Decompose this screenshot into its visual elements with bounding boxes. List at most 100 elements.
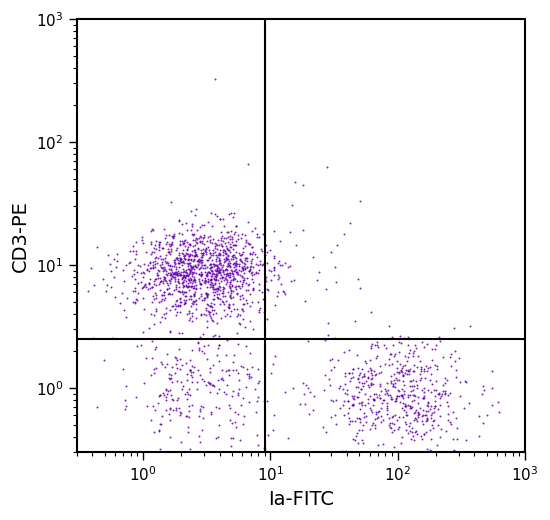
Point (229, 287, 238, 295)
Point (190, 236, 199, 244)
Point (219, 261, 228, 269)
Point (139, 293, 147, 302)
Point (422, 401, 431, 409)
Point (152, 343, 161, 351)
Point (202, 237, 211, 245)
Point (170, 270, 179, 278)
Point (392, 395, 401, 404)
Point (189, 230, 198, 238)
Point (131, 275, 140, 283)
Point (241, 342, 250, 350)
Point (299, 226, 307, 235)
Point (182, 272, 190, 281)
Point (213, 350, 222, 359)
Point (166, 277, 174, 285)
Point (225, 257, 234, 265)
Point (219, 266, 228, 275)
Point (245, 349, 254, 357)
Point (404, 367, 412, 375)
Point (150, 320, 158, 328)
Point (136, 269, 145, 278)
Point (226, 289, 235, 297)
Point (151, 344, 160, 353)
Point (112, 263, 120, 271)
Point (216, 227, 225, 236)
Point (226, 312, 235, 320)
Point (429, 417, 438, 425)
Point (426, 376, 434, 384)
Point (483, 411, 492, 419)
Point (183, 271, 192, 279)
Point (209, 235, 218, 243)
Point (195, 237, 204, 245)
Point (143, 266, 152, 275)
Point (263, 287, 272, 295)
Point (209, 360, 218, 369)
Point (146, 264, 155, 272)
Point (218, 246, 227, 254)
Point (461, 378, 470, 386)
Point (478, 419, 487, 427)
Point (146, 257, 155, 266)
Point (142, 402, 151, 410)
Point (211, 285, 219, 293)
Point (167, 271, 175, 279)
Point (216, 266, 224, 274)
Point (229, 358, 238, 366)
Point (167, 378, 176, 386)
Point (390, 379, 399, 387)
Point (466, 321, 475, 330)
Point (131, 393, 140, 401)
Point (206, 379, 215, 387)
Point (348, 417, 356, 425)
Point (259, 295, 268, 303)
Point (136, 341, 145, 349)
Point (422, 414, 431, 422)
Point (392, 367, 401, 375)
Point (134, 289, 142, 297)
Point (208, 310, 217, 318)
Point (177, 237, 186, 245)
Point (245, 280, 254, 288)
Point (228, 387, 237, 395)
Point (227, 293, 235, 302)
Point (326, 413, 335, 421)
Point (438, 389, 447, 398)
Point (356, 283, 365, 292)
Point (185, 266, 194, 275)
Point (166, 374, 175, 383)
Point (456, 392, 465, 400)
Point (191, 288, 200, 296)
Point (223, 245, 232, 253)
Point (242, 263, 251, 271)
Point (184, 428, 192, 436)
Point (359, 370, 368, 378)
Point (426, 447, 435, 455)
Point (374, 440, 383, 449)
Point (191, 278, 200, 287)
Point (285, 227, 294, 236)
Point (218, 289, 227, 297)
Point (405, 365, 414, 373)
Point (189, 263, 197, 271)
Point (235, 436, 244, 445)
Point (197, 256, 206, 265)
Point (154, 392, 163, 400)
Point (226, 262, 235, 270)
Point (232, 265, 241, 273)
Point (158, 279, 167, 287)
Point (103, 281, 112, 290)
Point (450, 323, 459, 332)
Point (443, 398, 452, 406)
Point (117, 289, 126, 297)
Point (139, 274, 147, 282)
Point (435, 433, 444, 441)
Point (153, 259, 162, 267)
Point (177, 267, 185, 276)
Point (371, 390, 380, 398)
Point (159, 277, 168, 285)
Point (185, 412, 194, 421)
Point (199, 251, 207, 259)
Point (182, 268, 190, 277)
Point (299, 180, 307, 189)
